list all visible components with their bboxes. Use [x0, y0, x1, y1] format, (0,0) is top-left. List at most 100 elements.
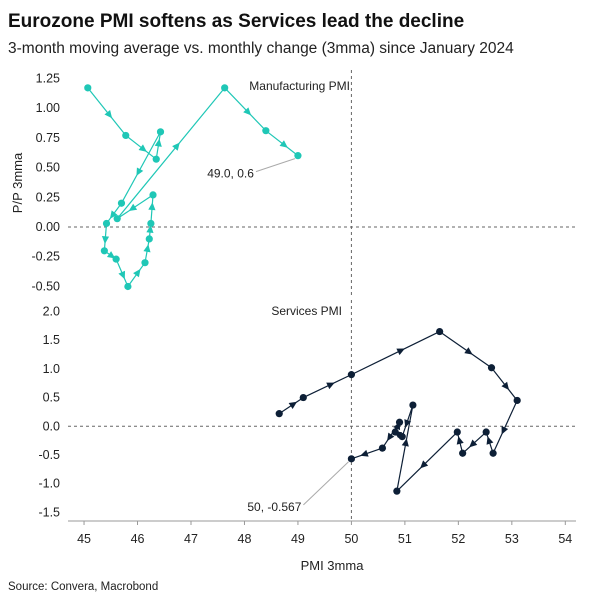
- direction-arrow: [404, 419, 412, 428]
- data-point: [393, 487, 401, 495]
- direction-arrow: [143, 244, 151, 253]
- data-point: [84, 84, 92, 92]
- series-segment: [120, 131, 162, 204]
- direction-arrow: [401, 438, 409, 447]
- data-point: [156, 128, 165, 136]
- data-point: [459, 449, 467, 457]
- series-segment: [224, 87, 267, 132]
- data-point: [391, 428, 399, 436]
- direction-arrow: [172, 142, 180, 151]
- y-tick-label: 1.00: [36, 101, 60, 115]
- direction-arrow: [101, 236, 110, 244]
- y-axis-label: P/P 3mma: [10, 152, 25, 213]
- direction-arrow: [501, 426, 509, 435]
- direction-arrow: [243, 107, 252, 116]
- data-point: [152, 155, 160, 163]
- y-tick-label: -1.0: [38, 477, 60, 491]
- data-point: [453, 428, 461, 436]
- data-point: [482, 428, 490, 436]
- data-point: [513, 396, 521, 405]
- data-point: [294, 152, 302, 160]
- panel-manufacturing: 1.25 1.00 0.75 0.50 0.25 0.00 -0.25 -0.50 Manufa…: [10, 70, 576, 296]
- data-point: [141, 259, 149, 267]
- direction-arrow: [326, 382, 335, 390]
- series-segment: [116, 87, 226, 220]
- data-point: [145, 235, 153, 243]
- direction-arrow: [104, 110, 113, 119]
- annotation-label: 50, -0.567: [247, 500, 301, 514]
- series-segment: [492, 400, 518, 454]
- x-tick-label: 47: [184, 532, 198, 546]
- series-segment: [439, 331, 492, 369]
- annotation-leader: [255, 158, 296, 173]
- direction-arrow: [146, 224, 154, 233]
- y-tick-label: 1.25: [36, 71, 60, 85]
- y-tick-label: 0.00: [36, 220, 60, 234]
- direction-arrow: [360, 449, 369, 457]
- y-tick-label: 0.0: [43, 419, 60, 433]
- series-segment: [351, 331, 440, 376]
- data-point: [487, 364, 496, 372]
- data-point: [221, 84, 229, 92]
- chart-subtitle: 3-month moving average vs. monthly chang…: [8, 40, 514, 57]
- x-tick-label: 49: [291, 532, 305, 546]
- y-tick-label: 2.0: [43, 304, 60, 318]
- y-tick-label: -0.5: [38, 448, 60, 462]
- direction-arrow: [501, 381, 510, 391]
- y-tick-label: 1.0: [43, 362, 60, 376]
- panel-label: Manufacturing PMI: [249, 79, 350, 93]
- x-tick-label: 46: [131, 532, 145, 546]
- direction-arrow: [456, 436, 464, 445]
- panel-label: Services PMI: [271, 304, 342, 318]
- source-note: Source: Convera, Macrobond: [8, 581, 158, 593]
- direction-arrow: [154, 138, 162, 147]
- annotation-leader: [303, 461, 349, 506]
- x-tick-label: 53: [505, 532, 519, 546]
- direction-arrow: [396, 348, 405, 356]
- data-point: [262, 127, 270, 135]
- direction-arrow: [136, 167, 144, 176]
- direction-arrow: [138, 144, 147, 152]
- direction-arrow: [133, 268, 141, 278]
- panel-services: 2.0 1.5 1.0 0.5 0.0 -0.5 -1.0 -1.5 Services PMI 5…: [38, 300, 576, 573]
- x-tick-label: 54: [558, 532, 572, 546]
- x-tick-label: 45: [77, 532, 91, 546]
- chart-title: Eurozone PMI softens as Services lead th…: [8, 11, 464, 32]
- y-tick-label: 0.5: [43, 391, 60, 405]
- y-tick-label: 1.5: [43, 333, 60, 347]
- y-tick-label: -0.25: [32, 250, 61, 264]
- x-tick-label: 52: [451, 532, 465, 546]
- data-point: [347, 455, 356, 463]
- y-tick-label: -1.5: [38, 505, 60, 519]
- series-segment: [396, 404, 414, 492]
- direction-arrow: [469, 439, 478, 448]
- data-point: [117, 199, 126, 207]
- direction-arrow: [109, 210, 118, 219]
- direction-arrow: [128, 203, 138, 212]
- x-tick-label: 51: [398, 532, 412, 546]
- data-point: [398, 433, 406, 441]
- direction-arrow: [387, 432, 395, 442]
- y-tick-label: 0.25: [36, 190, 60, 204]
- series-segment: [87, 87, 127, 136]
- data-point: [100, 247, 108, 255]
- data-point: [124, 282, 132, 291]
- direction-arrow: [464, 347, 473, 355]
- y-tick-label: -0.50: [32, 279, 61, 293]
- series-segment: [303, 374, 352, 399]
- direction-arrow: [106, 251, 116, 259]
- data-point: [347, 371, 356, 379]
- data-point: [147, 219, 155, 228]
- direction-arrow: [118, 270, 126, 280]
- x-tick-label: 48: [238, 532, 252, 546]
- x-axis-label: PMI 3mma: [301, 558, 365, 573]
- series-segment: [396, 431, 458, 492]
- direction-arrow: [279, 140, 288, 148]
- data-point: [112, 255, 120, 263]
- data-point: [113, 215, 121, 223]
- data-point: [409, 401, 417, 409]
- data-point: [149, 191, 157, 199]
- data-point: [122, 131, 130, 140]
